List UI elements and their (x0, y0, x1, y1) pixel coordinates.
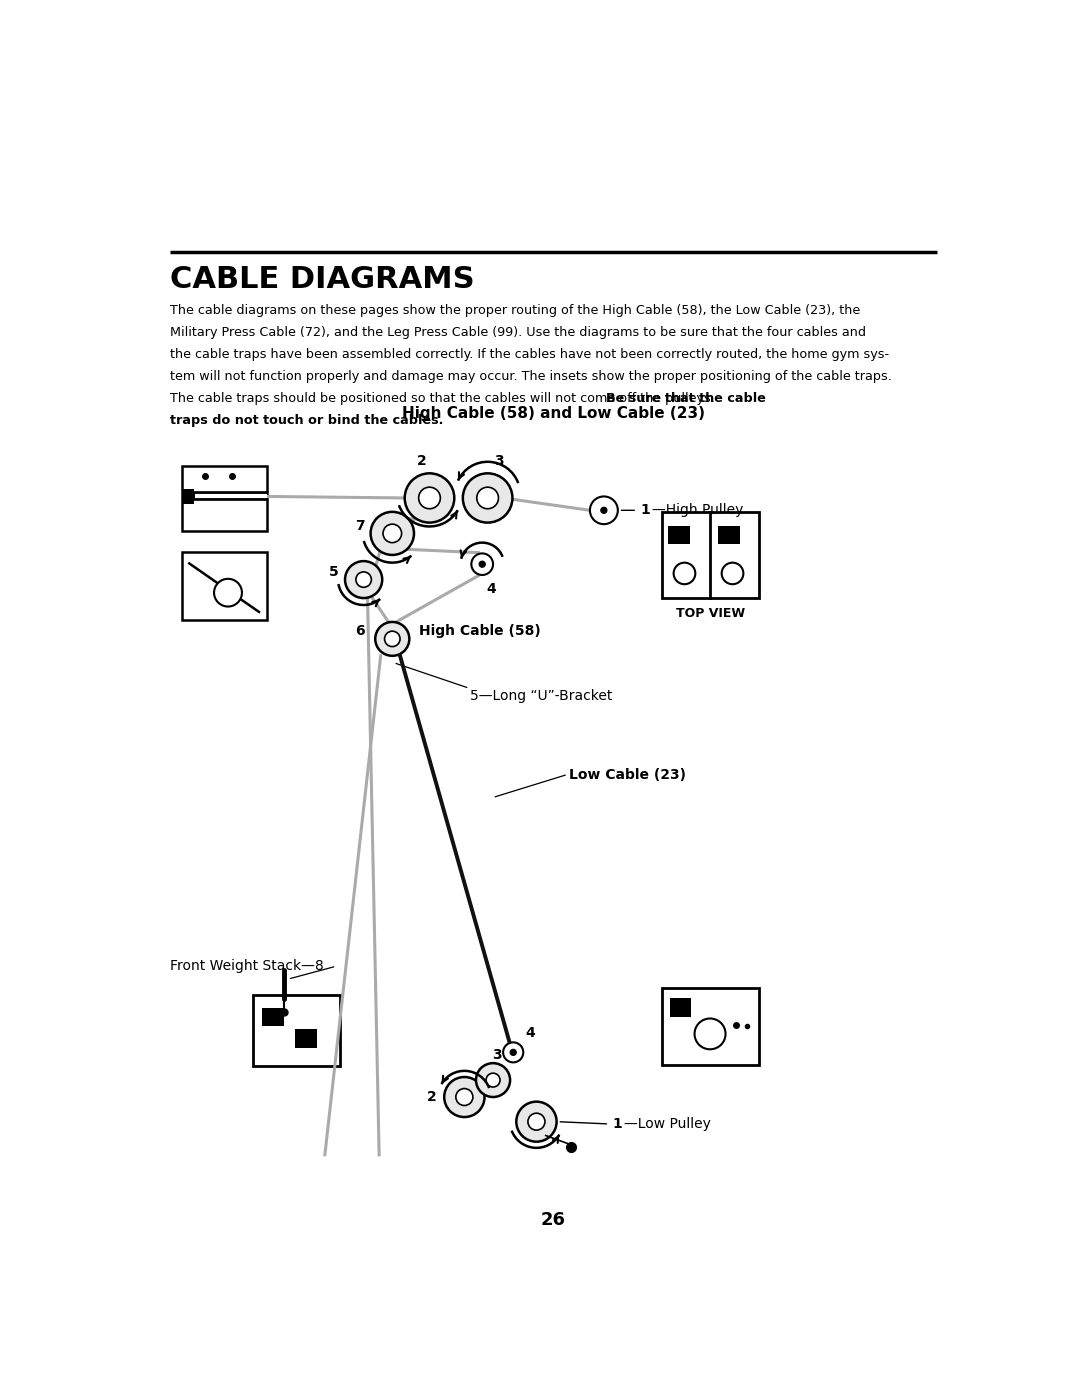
Bar (670, 999, 691, 1017)
Circle shape (370, 511, 414, 555)
Text: —High Pulley: —High Pulley (652, 503, 743, 517)
Circle shape (356, 571, 372, 587)
Circle shape (486, 1073, 500, 1087)
Text: tem will not function properly and damage may occur. The insets show the proper : tem will not function properly and damag… (170, 370, 892, 383)
Bar (662, 988, 759, 1065)
Circle shape (471, 553, 494, 576)
Text: CABLE DIAGRAMS: CABLE DIAGRAMS (170, 265, 474, 295)
Circle shape (516, 1102, 556, 1141)
Text: 4: 4 (525, 1025, 535, 1039)
Text: the cable traps have been assembled correctly. If the cables have not been corre: the cable traps have been assembled corr… (170, 348, 889, 360)
Circle shape (600, 507, 607, 513)
Bar (183, 489, 194, 504)
Circle shape (721, 563, 743, 584)
Bar (662, 511, 759, 598)
Bar (181, 552, 267, 620)
Text: 3: 3 (492, 1048, 502, 1062)
Text: 5—Long “U”-Bracket: 5—Long “U”-Bracket (470, 689, 612, 703)
Text: 1: 1 (640, 503, 650, 517)
Circle shape (456, 1088, 473, 1105)
Bar (181, 465, 267, 531)
Text: —Low Pulley: —Low Pulley (624, 1118, 711, 1132)
Circle shape (528, 1113, 545, 1130)
Bar (296, 1030, 318, 1048)
Text: Low Cable (23): Low Cable (23) (569, 768, 686, 782)
Circle shape (444, 1077, 485, 1118)
Text: TOP VIEW: TOP VIEW (676, 608, 745, 620)
Circle shape (419, 488, 441, 509)
Circle shape (480, 562, 485, 567)
Text: 3: 3 (495, 454, 504, 468)
Circle shape (463, 474, 512, 522)
Text: 26: 26 (541, 1211, 566, 1229)
Text: The cable diagrams on these pages show the proper routing of the High Cable (58): The cable diagrams on these pages show t… (170, 305, 860, 317)
Text: 4: 4 (487, 583, 497, 597)
Bar (262, 1007, 284, 1027)
Circle shape (476, 1063, 510, 1097)
Text: High Cable (58): High Cable (58) (419, 624, 541, 638)
Text: Front Weight Stack—8: Front Weight Stack—8 (170, 960, 324, 974)
Text: 6: 6 (355, 624, 365, 638)
Circle shape (375, 622, 409, 655)
Circle shape (345, 562, 382, 598)
Text: Be sure that the cable: Be sure that the cable (606, 391, 766, 405)
Circle shape (694, 1018, 726, 1049)
Text: 2: 2 (427, 1090, 436, 1104)
Circle shape (590, 496, 618, 524)
Text: traps do not touch or bind the cables.: traps do not touch or bind the cables. (170, 414, 443, 426)
Text: 2: 2 (417, 454, 427, 468)
Circle shape (510, 1049, 516, 1056)
Text: The cable traps should be positioned so that the cables will not come off the pu: The cable traps should be positioned so … (170, 391, 719, 405)
Circle shape (674, 563, 696, 584)
Circle shape (214, 578, 242, 606)
Bar (669, 525, 690, 545)
Text: 5: 5 (329, 564, 339, 578)
Text: High Cable (58) and Low Cable (23): High Cable (58) and Low Cable (23) (402, 405, 705, 420)
Text: 7: 7 (355, 518, 365, 532)
Bar (718, 525, 740, 545)
Circle shape (503, 1042, 524, 1062)
Circle shape (383, 524, 402, 542)
Text: 1: 1 (612, 1118, 622, 1132)
Circle shape (405, 474, 455, 522)
Circle shape (476, 488, 499, 509)
Text: Military Press Cable (72), and the Leg Press Cable (99). Use the diagrams to be : Military Press Cable (72), and the Leg P… (170, 326, 866, 339)
Circle shape (384, 631, 400, 647)
Bar (253, 996, 339, 1066)
